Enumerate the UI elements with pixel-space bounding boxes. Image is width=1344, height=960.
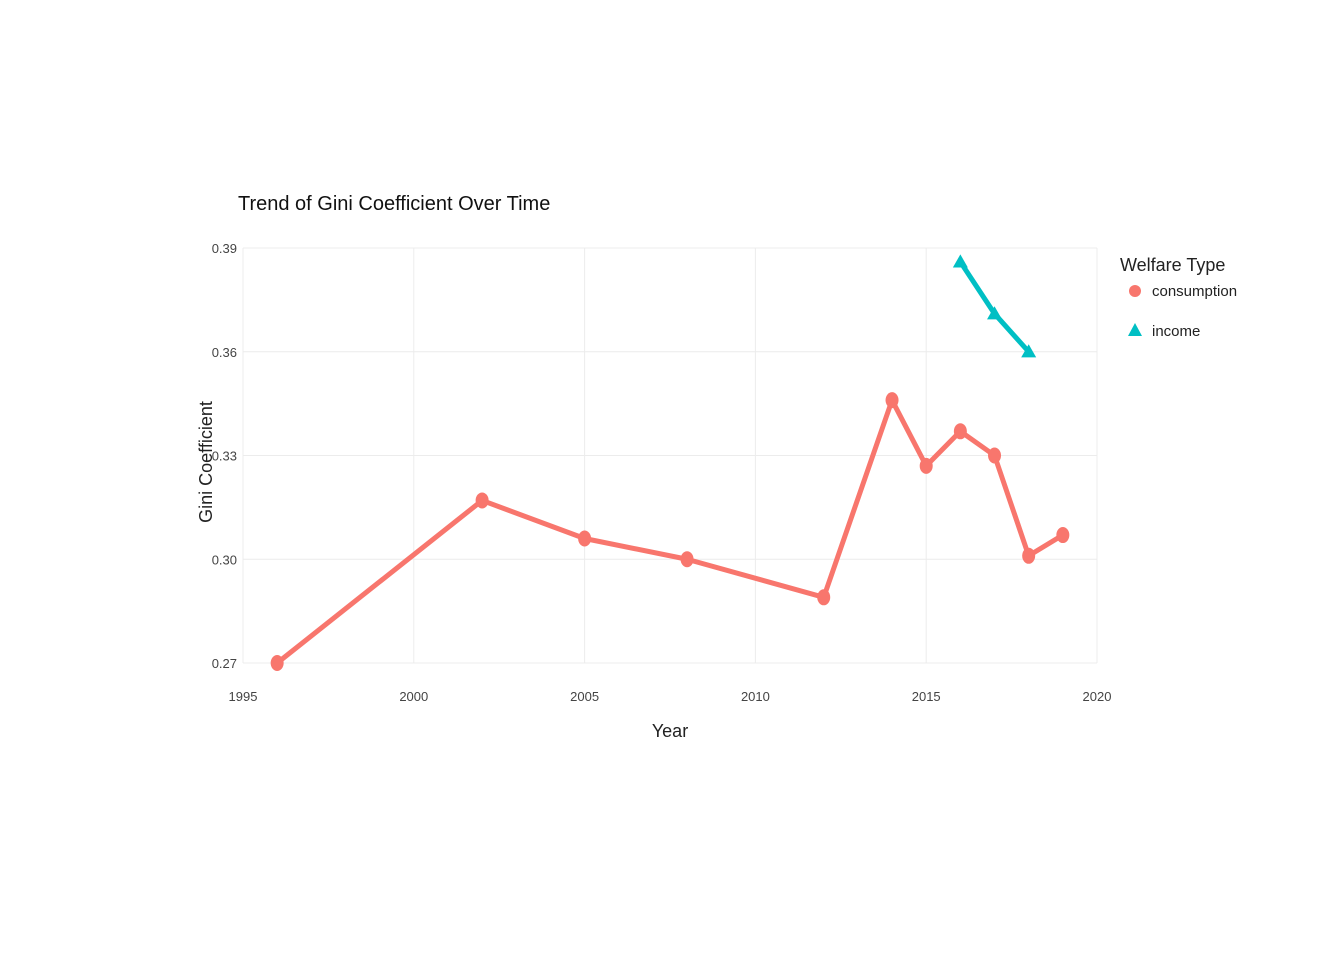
data-point-income (1021, 344, 1037, 358)
data-point-consumption (919, 457, 933, 474)
axis-layer: 1995 2000 2005 2010 2015 2020 0.27 0.30 0.33 0.36… (212, 241, 1112, 704)
series-layer (270, 254, 1070, 671)
data-point-consumption (1022, 547, 1036, 564)
legend: Welfare Type consumption income (1120, 255, 1237, 340)
x-tick-label: 2015 (912, 689, 941, 704)
legend-income-marker (1128, 323, 1142, 336)
data-point-consumption (1056, 527, 1070, 544)
x-tick-label: 2000 (399, 689, 428, 704)
data-point-income (987, 306, 1003, 320)
y-tick-label: 0.36 (212, 345, 237, 360)
x-tick-label: 2020 (1083, 689, 1112, 704)
data-point-consumption (817, 589, 831, 606)
data-point-consumption (680, 551, 694, 568)
data-point-income (952, 254, 968, 268)
data-point-consumption (988, 447, 1002, 464)
x-tick-label: 2005 (570, 689, 599, 704)
data-point-consumption (578, 530, 592, 547)
y-tick-label: 0.30 (212, 552, 237, 567)
y-axis-title: Gini Coefficient (196, 401, 216, 523)
legend-title: Welfare Type (1120, 255, 1225, 275)
data-point-consumption (953, 423, 967, 440)
y-tick-label: 0.39 (212, 241, 237, 256)
data-point-consumption (475, 492, 489, 509)
legend-consumption-marker (1129, 285, 1141, 297)
legend-consumption-label: consumption (1152, 283, 1237, 300)
data-point-consumption (270, 655, 284, 671)
x-axis-title: Year (652, 721, 688, 741)
grid-layer (242, 247, 1098, 664)
y-tick-label: 0.27 (212, 656, 237, 671)
x-tick-label: 1995 (229, 689, 258, 704)
data-point-consumption (885, 392, 899, 409)
chart-title: Trend of Gini Coefficient Over Time (238, 193, 550, 215)
x-tick-label: 2010 (741, 689, 770, 704)
legend-income-label: income (1152, 323, 1200, 340)
y-tick-label: 0.33 (212, 449, 237, 464)
